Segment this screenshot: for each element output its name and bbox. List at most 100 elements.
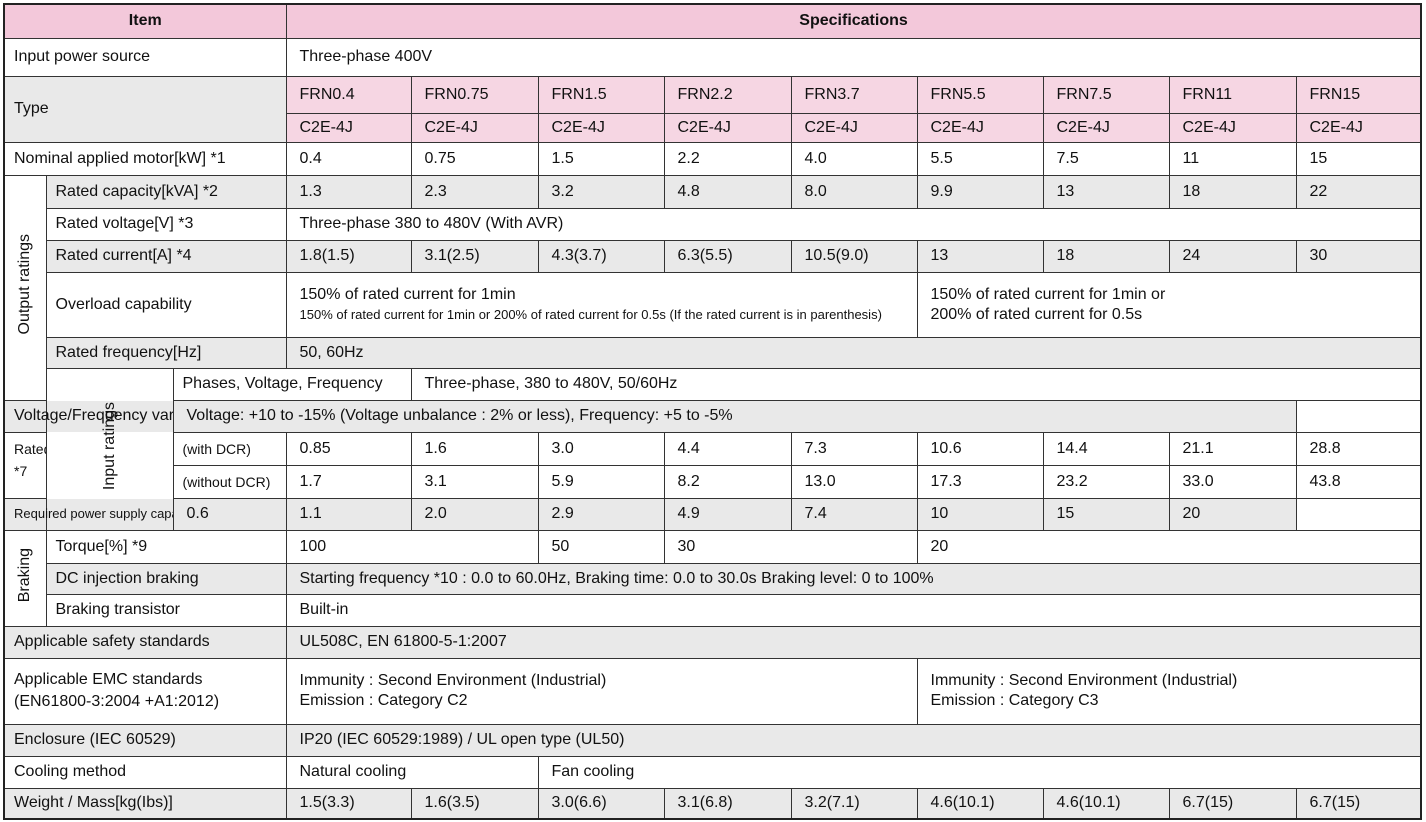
cell: 100 bbox=[285, 529, 539, 564]
table-row: Weight / Mass[kg(Ibs)] 1.5(3.3) 1.6(3.5) 3.… bbox=[3, 787, 1422, 820]
cell: 43.8 bbox=[1295, 464, 1422, 499]
cell: 30 bbox=[1295, 239, 1422, 273]
text-line: Emission : Category C2 bbox=[299, 692, 468, 709]
cell: 3.1(6.8) bbox=[663, 787, 792, 820]
cell: Three-phase, 380 to 480V, 50/60Hz bbox=[410, 367, 1422, 401]
cell: 7.4 bbox=[790, 497, 918, 531]
cell: 10 bbox=[916, 497, 1044, 531]
row-label: Enclosure (IEC 60529) bbox=[3, 723, 287, 757]
cell: 1.6(3.5) bbox=[410, 787, 539, 820]
cell: FRN0.4 bbox=[285, 75, 412, 114]
cell: 15 bbox=[1042, 497, 1170, 531]
cell: 150% of rated current for 1min or 200% of… bbox=[916, 271, 1422, 338]
table-row: (without DCR) 1.7 3.1 5.9 8.2 13.0 17.3 23.2 33.… bbox=[4, 464, 1422, 499]
cell: 13.0 bbox=[790, 464, 918, 499]
cell: FRN5.5 bbox=[916, 75, 1044, 114]
cell: FRN15 bbox=[1295, 75, 1422, 114]
row-sublabel: (with DCR) bbox=[172, 431, 287, 466]
header-item: Item bbox=[3, 3, 287, 39]
table-row: Input ratings Phases, Voltage, Frequency T… bbox=[4, 367, 1422, 531]
row-label: DC injection braking bbox=[45, 562, 287, 595]
cell: C2E-4J bbox=[790, 112, 918, 143]
table-row: DC injection braking Starting frequency *… bbox=[4, 562, 1422, 595]
spec-table: Item Specifications Input power source Th… bbox=[3, 3, 1423, 820]
row-label: Braking transistor bbox=[45, 593, 287, 627]
cell: 22 bbox=[1295, 174, 1422, 209]
text-line: Emission : Category C3 bbox=[930, 692, 1099, 709]
cell: 30 bbox=[663, 529, 918, 564]
cell: Fan cooling bbox=[537, 755, 1422, 789]
cell: Starting frequency *10 : 0.0 to 60.0Hz, … bbox=[285, 562, 1422, 595]
cell: 1.8(1.5) bbox=[285, 239, 412, 273]
group-text: Input ratings bbox=[100, 401, 118, 491]
row-label: Required power supply capacity[kVA]*8 bbox=[3, 497, 174, 531]
row-label: Type bbox=[3, 75, 287, 143]
cell: FRN2.2 bbox=[663, 75, 792, 114]
cell: 3.1(2.5) bbox=[410, 239, 539, 273]
table-row: Enclosure (IEC 60529) IP20 (IEC 60529:198… bbox=[3, 723, 1422, 757]
cell: C2E-4J bbox=[410, 112, 539, 143]
cell: 28.8 bbox=[1295, 431, 1422, 466]
cell: 13 bbox=[1042, 174, 1170, 209]
cell: 2.0 bbox=[410, 497, 539, 531]
cell: 1.5(3.3) bbox=[285, 787, 412, 820]
text-line: Immunity : Second Environment (Industria… bbox=[930, 672, 1238, 689]
cell: 17.3 bbox=[916, 464, 1044, 499]
row-label: Rated voltage[V] *3 bbox=[45, 207, 287, 241]
cell: 2.9 bbox=[537, 497, 665, 531]
row-label: Rated capacity[kVA] *2 bbox=[45, 174, 287, 209]
cell: Three-phase 380 to 480V (With AVR) bbox=[285, 207, 1422, 241]
text-line: *7 bbox=[14, 462, 28, 479]
cell: 3.1 bbox=[410, 464, 539, 499]
cell: 1.7 bbox=[285, 464, 412, 499]
row-label: Nominal applied motor[kW] *1 bbox=[3, 141, 287, 176]
row-label: Rated current[A] *7 bbox=[3, 431, 47, 499]
cell: IP20 (IEC 60529:1989) / UL open type (UL… bbox=[285, 723, 1422, 757]
cell: 4.0 bbox=[790, 141, 918, 176]
table-row: Braking Torque[%] *9 100 50 30 20 bbox=[3, 529, 1422, 627]
cell: 50, 60Hz bbox=[285, 336, 1422, 369]
table-row: Overload capability 150% of rated current… bbox=[4, 271, 1422, 338]
table-row: Applicable safety standards UL508C, EN 61… bbox=[3, 625, 1422, 659]
cell: 11 bbox=[1168, 141, 1297, 176]
table-row: Rated current[A] *7 (with DCR)0.851.63.04.… bbox=[3, 431, 1422, 499]
cell: C2E-4J bbox=[1168, 112, 1297, 143]
cell: FRN0.75 bbox=[410, 75, 539, 114]
cell: 15 bbox=[1295, 141, 1422, 176]
text-line: Rated current[A] bbox=[14, 440, 45, 457]
group-label: Braking bbox=[3, 529, 47, 627]
cell: Immunity : Second Environment (Industria… bbox=[916, 657, 1422, 725]
cell: 4.6(10.1) bbox=[1042, 787, 1170, 820]
group-label: Output ratings bbox=[3, 174, 47, 401]
cell: C2E-4J bbox=[1042, 112, 1170, 143]
table-row: Required power supply capacity[kVA]*80.6… bbox=[3, 497, 1421, 531]
cell: FRN7.5 bbox=[1042, 75, 1170, 114]
header-specifications: Specifications bbox=[285, 3, 1422, 39]
table-body: Item Specifications Input power source Th… bbox=[3, 3, 1422, 820]
row-label: Overload capability bbox=[45, 271, 287, 338]
cell: 18 bbox=[1168, 174, 1297, 209]
cell: 1.5 bbox=[537, 141, 665, 176]
row-label: Voltage/Frequency variations bbox=[3, 399, 174, 433]
cell: FRN11 bbox=[1168, 75, 1297, 114]
cell: FRN1.5 bbox=[537, 75, 665, 114]
cell: 1.3 bbox=[285, 174, 412, 209]
row-label: Rated frequency[Hz] bbox=[45, 336, 287, 369]
group-text: Braking bbox=[16, 547, 34, 603]
cell: 4.8 bbox=[663, 174, 792, 209]
cell: 18 bbox=[1042, 239, 1170, 273]
cell: C2E-4J bbox=[916, 112, 1044, 143]
cell: 10.5(9.0) bbox=[790, 239, 918, 273]
cell: Three-phase 400V bbox=[285, 37, 1422, 77]
text-line: (EN61800-3:2004 +A1:2012) bbox=[14, 693, 220, 710]
cell: C2E-4J bbox=[663, 112, 792, 143]
table-row: Output ratings Rated capacity[kVA] *2 1.3 2… bbox=[3, 174, 1422, 401]
row-label: Phases, Voltage, Frequency bbox=[172, 367, 412, 401]
row-label: Input power source bbox=[3, 37, 287, 77]
cell: 3.2(7.1) bbox=[790, 787, 918, 820]
cell: UL508C, EN 61800-5-1:2007 bbox=[285, 625, 1422, 659]
table-row: C2E-4J C2E-4J C2E-4J C2E-4J C2E-4J C2E-4J C2E-… bbox=[4, 112, 1422, 143]
group-text: Output ratings bbox=[16, 234, 34, 335]
cell: Voltage: +10 to -15% (Voltage unbalance … bbox=[172, 399, 1297, 433]
table-row: Input power source Three-phase 400V bbox=[3, 37, 1422, 77]
